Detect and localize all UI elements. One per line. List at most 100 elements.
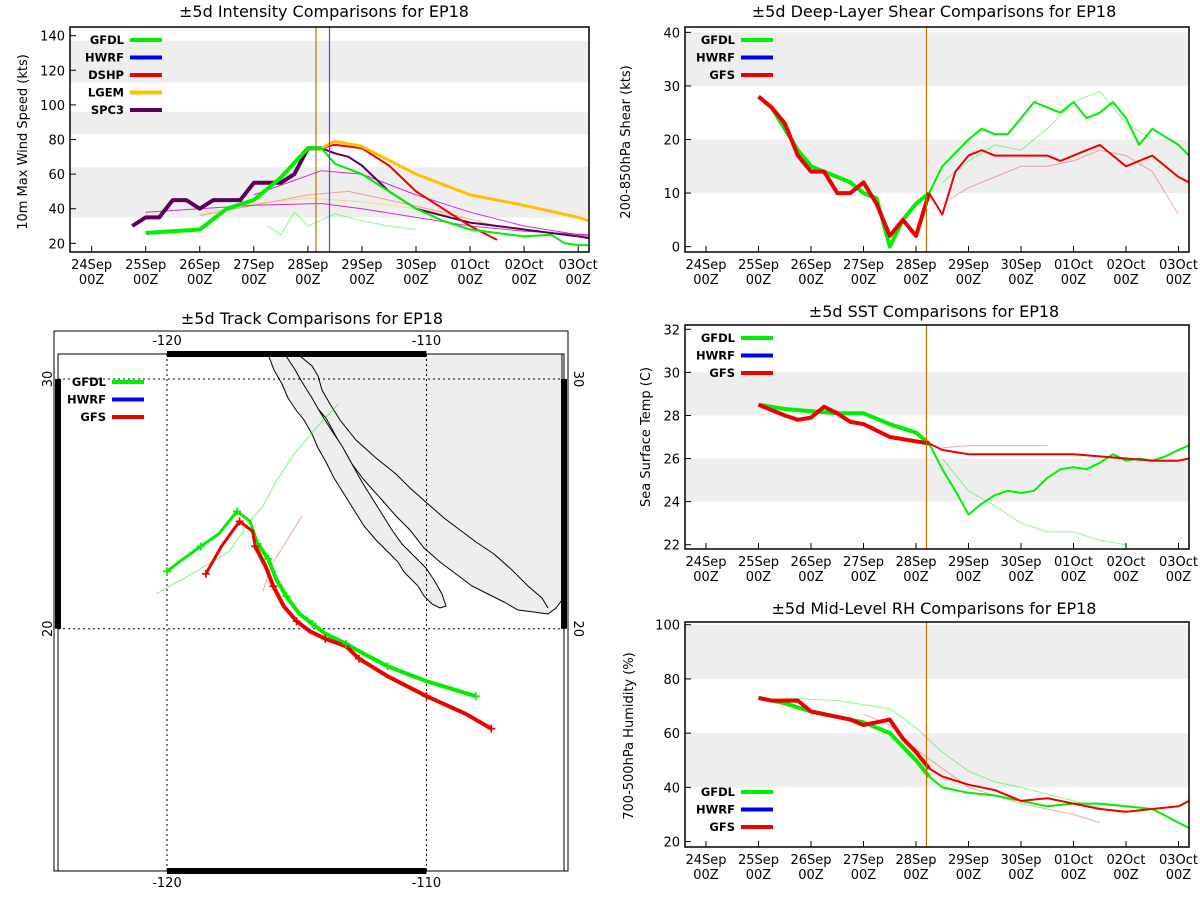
rh-xtick-hour: 00Z <box>798 868 824 883</box>
track-position-marker <box>233 507 242 516</box>
intensity-xtick-day: 03Oct <box>559 258 598 273</box>
sst-series-gfs-5 <box>942 445 1048 449</box>
shear-xtick-hour: 00Z <box>1166 273 1192 288</box>
rh-ytick-label: 40 <box>663 781 680 796</box>
rh-lines <box>758 695 1190 829</box>
sst-ytick-label: 26 <box>663 453 680 468</box>
track-position-marker <box>383 662 392 671</box>
rh-xtick-day: 01Oct <box>1054 853 1093 868</box>
track-series-gfdl-0 <box>256 542 477 699</box>
intensity-xtick-day: 26Sep <box>179 258 220 273</box>
shear-panel: ±5d Deep-Layer Shear Comparisons for EP1… <box>619 2 1198 288</box>
sst-y-ticks: 22 24 26 28 30 32 <box>663 323 691 554</box>
rh-xtick-hour: 00Z <box>746 868 772 883</box>
sst-xtick-day: 28Sep <box>895 555 936 570</box>
shear-weak-lines <box>941 90 1179 215</box>
shear-x-ticks: 24Sep00Z25Sep00Z26Sep00Z27Sep00Z28Sep00Z… <box>685 246 1198 288</box>
rh-legend-label-hwrf: HWRF <box>696 803 735 817</box>
intensity-ytick-label: 80 <box>48 134 65 149</box>
shear-xtick-hour: 00Z <box>798 273 824 288</box>
map-border-bar <box>55 378 61 629</box>
intensity-legend: GFDL HWRF DSHP LGEM SPC3 <box>85 33 162 117</box>
baja-california <box>267 353 447 609</box>
shear-xtick-hour: 00Z <box>1061 273 1087 288</box>
shear-xtick-day: 28Sep <box>895 258 936 273</box>
intensity-legend-label-lgem: LGEM <box>88 86 124 100</box>
shear-xtick-day: 25Sep <box>738 258 779 273</box>
rh-ytick-label: 20 <box>663 836 680 851</box>
track-position-marker <box>162 567 171 576</box>
track-panel: ±5d Track Comparisons for EP18 -120-120-… <box>41 309 585 891</box>
sst-y-label: Sea Surface Temp (C) <box>639 367 654 507</box>
shear-xtick-hour: 00Z <box>903 273 929 288</box>
intensity-guides <box>315 27 331 252</box>
intensity-series-gfdl-5 <box>320 147 589 247</box>
intensity-ytick-label: 40 <box>48 203 65 218</box>
rh-x-ticks: 24Sep00Z25Sep00Z26Sep00Z27Sep00Z28Sep00Z… <box>685 841 1198 883</box>
rh-band-0 <box>685 733 1189 788</box>
sst-xtick-day: 27Sep <box>843 555 884 570</box>
sst-ytick-label: 32 <box>663 323 680 338</box>
rh-series-gfdl-2 <box>928 775 1190 829</box>
shear-xtick-day: 27Sep <box>843 258 884 273</box>
rh-legend-label-gfs: GFS <box>709 820 735 834</box>
map-border-bar <box>561 378 567 629</box>
shear-legend-label-gfdl: GFDL <box>701 33 736 47</box>
intensity-series-spc3-6 <box>145 203 590 236</box>
map-lon-label-top: -110 <box>412 334 442 349</box>
track-position-marker <box>321 634 330 643</box>
intensity-lines <box>131 139 590 247</box>
sst-legend: GFDL HWRF GFS <box>696 331 773 380</box>
intensity-xtick-day: 02Oct <box>505 258 544 273</box>
sst-panel: ±5d SST Comparisons for EP18 22 24 26 28 30 3… <box>639 302 1198 585</box>
rh-y-ticks: 20 40 60 80 100 <box>655 619 691 851</box>
intensity-xtick-day: 27Sep <box>233 258 274 273</box>
sst-weak-lines <box>941 445 1127 546</box>
map-lat-label-left: 20 <box>41 620 56 637</box>
rh-series-gfs-3 <box>928 767 1190 813</box>
rh-xtick-hour: 00Z <box>956 868 982 883</box>
rh-xtick-day: 25Sep <box>738 853 779 868</box>
rh-band-1 <box>685 624 1189 679</box>
sst-xtick-day: 25Sep <box>738 555 779 570</box>
sst-xtick-day: 01Oct <box>1054 555 1093 570</box>
shear-xtick-day: 30Sep <box>1000 258 1041 273</box>
sst-ytick-label: 30 <box>663 366 680 381</box>
intensity-legend-label-hwrf: HWRF <box>85 51 124 65</box>
sst-xtick-day: 02Oct <box>1106 555 1145 570</box>
shear-xtick-day: 03Oct <box>1159 258 1198 273</box>
intensity-xtick-day: 24Sep <box>71 258 112 273</box>
sst-band-1 <box>685 372 1189 416</box>
track-position-marker <box>342 639 351 648</box>
track-title: ±5d Track Comparisons for EP18 <box>181 309 443 328</box>
shear-title: ±5d Deep-Layer Shear Comparisons for EP1… <box>752 2 1117 21</box>
map-tick-labels: -120 -120 -110 -110 20 20 30 30 <box>41 334 585 891</box>
shear-series-gfdl-2 <box>928 101 1190 194</box>
intensity-xtick-hour: 00Z <box>457 273 483 288</box>
intensity-xtick-hour: 00Z <box>295 273 321 288</box>
sst-legend-label-gfs: GFS <box>709 366 735 380</box>
intensity-series-dshp-3 <box>321 143 498 241</box>
rh-title: ±5d Mid-Level RH Comparisons for EP18 <box>772 599 1097 618</box>
shear-series-gfs-3 <box>928 143 1190 216</box>
map-lat-label-right: 30 <box>570 371 585 388</box>
rh-xtick-hour: 00Z <box>1166 868 1192 883</box>
intensity-xtick-hour: 00Z <box>79 273 105 288</box>
rh-xtick-day: 28Sep <box>895 853 936 868</box>
rh-xtick-hour: 00Z <box>1008 868 1034 883</box>
map-border-bars <box>55 351 567 874</box>
sst-xtick-hour: 00Z <box>1008 570 1034 585</box>
track-series-gfdl-4 <box>156 403 339 595</box>
rh-series-gfdl-4 <box>784 697 1127 815</box>
sst-ytick-label: 28 <box>663 409 680 424</box>
sst-xtick-day: 24Sep <box>685 555 726 570</box>
intensity-series-spc3-2 <box>321 147 590 240</box>
sst-xtick-hour: 00Z <box>693 570 719 585</box>
sst-series-gfdl-0 <box>758 402 931 446</box>
sst-xtick-hour: 00Z <box>1113 570 1139 585</box>
shear-legend-label-hwrf: HWRF <box>696 51 735 65</box>
rh-legend-label-gfdl: GFDL <box>701 785 736 799</box>
gulf-coast <box>299 355 549 609</box>
shear-xtick-hour: 00Z <box>1113 273 1139 288</box>
intensity-xtick-hour: 00Z <box>241 273 267 288</box>
